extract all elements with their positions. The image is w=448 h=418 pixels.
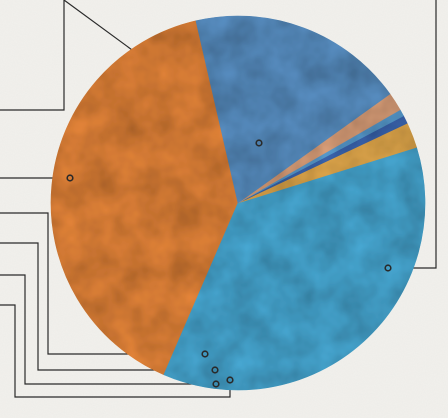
leader-marker-5 <box>212 380 220 388</box>
leader-lines <box>0 0 437 398</box>
leader-marker-7 <box>384 264 392 272</box>
leader-marker-2 <box>66 174 74 182</box>
leader-marker-4 <box>211 366 219 374</box>
leader-markers <box>66 139 392 388</box>
leader-marker-3 <box>201 350 209 358</box>
leader-marker-6 <box>226 376 234 384</box>
pie-slice-7 <box>195 15 391 204</box>
leader-line-5 <box>0 274 216 385</box>
pie-slice-2 <box>163 146 426 391</box>
leader-line-3 <box>0 212 205 355</box>
leader-marker-1 <box>255 139 263 147</box>
pie-slices <box>50 15 426 391</box>
pie-slice-1 <box>50 20 239 376</box>
leader-line-6 <box>0 304 231 398</box>
leader-line-4 <box>0 242 215 371</box>
